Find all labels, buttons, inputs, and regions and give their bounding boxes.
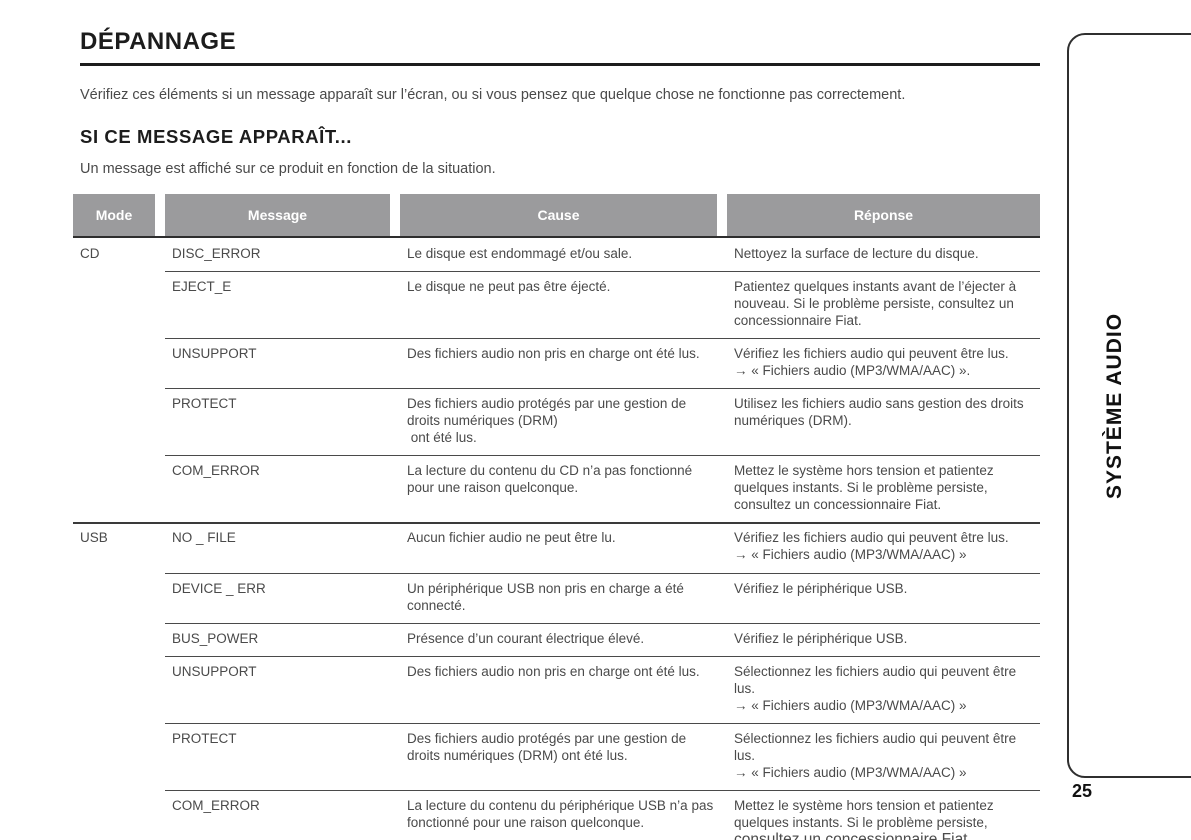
message-cell: COM_ERROR bbox=[172, 798, 260, 813]
mode-cell bbox=[73, 656, 155, 723]
message-cell: BUS_POWER bbox=[172, 631, 259, 646]
cause-cell: Le disque est endommagé et/ou sale. bbox=[407, 246, 633, 261]
cause-cell: La lecture du contenu du CD n’a pas fonc… bbox=[407, 463, 693, 495]
page-title: DÉPANNAGE bbox=[80, 28, 237, 55]
response-cell: Sélectionnez les fichiers audio qui peuv… bbox=[734, 731, 1017, 780]
response-text: Mettez le système hors tension et patien… bbox=[734, 798, 994, 830]
table-row: CD DISC_ERROR Le disque est endommagé et… bbox=[73, 238, 1040, 271]
table-row: PROTECT Des fichiers audio protégés par … bbox=[73, 388, 1040, 455]
message-cell: UNSUPPORT bbox=[172, 346, 257, 361]
mode-cell bbox=[73, 388, 155, 455]
cause-cell: Le disque ne peut pas être éjecté. bbox=[407, 279, 611, 294]
response-cell: Vérifiez le périphérique USB. bbox=[734, 631, 908, 646]
response-cell: Mettez le système hors tension et patien… bbox=[734, 463, 994, 512]
response-cell: Vérifiez les fichiers audio qui peuvent … bbox=[734, 346, 1009, 378]
message-table: Mode Message Cause Réponse CD DISC_ERROR… bbox=[73, 194, 1040, 840]
cause-cell: Aucun fichier audio ne peut être lu. bbox=[407, 530, 616, 545]
table-header-message: Message bbox=[165, 194, 390, 236]
table-row: UNSUPPORT Des fichiers audio non pris en… bbox=[73, 656, 1040, 723]
message-cell: PROTECT bbox=[172, 731, 237, 746]
table-row: UNSUPPORT Des fichiers audio non pris en… bbox=[73, 338, 1040, 388]
page-number: 25 bbox=[1072, 781, 1093, 801]
table-row: DEVICE _ ERR Un périphérique USB non pri… bbox=[73, 573, 1040, 623]
cause-cell: Un périphérique USB non pris en charge a… bbox=[407, 581, 684, 613]
mode-cell bbox=[73, 723, 155, 790]
mode-cell bbox=[73, 271, 155, 338]
message-cell: UNSUPPORT bbox=[172, 664, 257, 679]
cause-cell: Des fichiers audio non pris en charge on… bbox=[407, 346, 700, 361]
response-cell: Vérifiez les fichiers audio qui peuvent … bbox=[734, 530, 1009, 562]
section-heading: SI CE MESSAGE APPARAÎT... bbox=[80, 126, 352, 147]
intro-text: Vérifiez ces éléments si un message appa… bbox=[80, 87, 906, 103]
table-row: COM_ERROR La lecture du contenu du périp… bbox=[73, 790, 1040, 840]
title-divider bbox=[80, 63, 1040, 66]
chapter-tab-label: SYSTÈME AUDIO bbox=[1103, 312, 1126, 499]
cause-cell: Des fichiers audio protégés par une gest… bbox=[407, 396, 687, 445]
table-header-row: Mode Message Cause Réponse bbox=[73, 194, 1040, 238]
cause-cell: Des fichiers audio protégés par une gest… bbox=[407, 731, 687, 763]
mode-cell bbox=[73, 573, 155, 623]
mode-cell bbox=[73, 623, 155, 656]
table-row: USB NO _ FILE Aucun fichier audio ne peu… bbox=[73, 522, 1040, 573]
mode-cell: USB bbox=[80, 530, 108, 545]
message-cell: PROTECT bbox=[172, 396, 237, 411]
table-header-response: Réponse bbox=[727, 194, 1040, 236]
message-cell: DEVICE _ ERR bbox=[172, 581, 266, 596]
table-row: EJECT_E Le disque ne peut pas être éject… bbox=[73, 271, 1040, 338]
mode-cell bbox=[73, 790, 155, 840]
response-cell: Sélectionnez les fichiers audio qui peuv… bbox=[734, 664, 1017, 713]
mode-cell: CD bbox=[80, 246, 100, 261]
table-row: COM_ERROR La lecture du contenu du CD n’… bbox=[73, 455, 1040, 522]
response-text-large: consultez un concessionnaire Fiat. bbox=[734, 831, 972, 840]
response-cell: Patientez quelques instants avant de l’é… bbox=[734, 279, 1017, 328]
message-cell: EJECT_E bbox=[172, 279, 232, 294]
table-header-cause: Cause bbox=[400, 194, 717, 236]
section-intro: Un message est affiché sur ce produit en… bbox=[80, 161, 496, 177]
cause-cell: Présence d’un courant électrique élevé. bbox=[407, 631, 645, 646]
mode-cell bbox=[73, 338, 155, 388]
cause-cell: La lecture du contenu du périphérique US… bbox=[407, 798, 714, 830]
table-row: PROTECT Des fichiers audio protégés par … bbox=[73, 723, 1040, 790]
response-cell: Mettez le système hors tension et patien… bbox=[727, 790, 1040, 840]
message-cell: DISC_ERROR bbox=[172, 246, 261, 261]
response-cell: Nettoyez la surface de lecture du disque… bbox=[734, 246, 979, 261]
message-cell: COM_ERROR bbox=[172, 463, 260, 478]
message-cell: NO _ FILE bbox=[172, 530, 236, 545]
response-cell: Vérifiez le périphérique USB. bbox=[734, 581, 908, 596]
cause-cell: Des fichiers audio non pris en charge on… bbox=[407, 664, 700, 679]
table-header-mode: Mode bbox=[73, 194, 155, 236]
chapter-tab: SYSTÈME AUDIO bbox=[1067, 33, 1191, 778]
response-cell: Utilisez les fichiers audio sans gestion… bbox=[734, 396, 1024, 428]
mode-cell bbox=[73, 455, 155, 522]
table-row: BUS_POWER Présence d’un courant électriq… bbox=[73, 623, 1040, 656]
